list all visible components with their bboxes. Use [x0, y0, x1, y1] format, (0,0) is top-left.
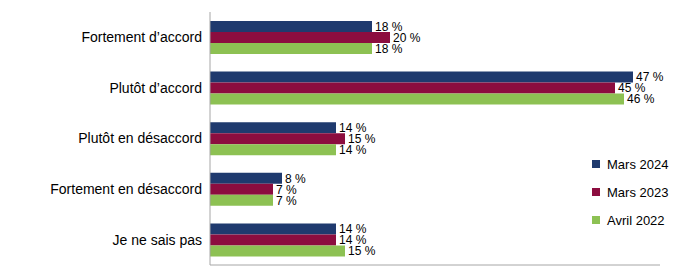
svg-text:14 %: 14 % [339, 222, 367, 237]
svg-text:45 %: 45 % [618, 81, 646, 96]
svg-text:14 %: 14 % [339, 121, 367, 135]
svg-text:15 %: 15 % [348, 132, 376, 146]
svg-text:Je ne sais pas: Je ne sais pas [113, 232, 203, 248]
svg-text:46 %: 46 % [627, 92, 655, 106]
svg-text:Plutôt en désaccord: Plutôt en désaccord [78, 130, 202, 146]
svg-text:20 %: 20 % [393, 30, 421, 45]
svg-text:7 %: 7 % [276, 194, 297, 208]
svg-text:Fortement en désaccord: Fortement en désaccord [50, 181, 202, 197]
svg-text:Fortement d’accord: Fortement d’accord [81, 29, 202, 45]
svg-text:14 %: 14 % [339, 143, 367, 157]
svg-text:Plutôt d’accord: Plutôt d’accord [109, 80, 202, 96]
svg-text:15 %: 15 % [348, 244, 376, 258]
svg-text:47 %: 47 % [636, 70, 664, 85]
html-text:Mars 2024: Mars 2024 [607, 156, 669, 172]
html-text:Avril 2022: Avril 2022 [607, 212, 665, 228]
html-text:Mars 2023: Mars 2023 [607, 184, 669, 200]
svg-text:18 %: 18 % [375, 19, 403, 34]
svg-text:14 %: 14 % [339, 233, 367, 248]
svg-text:7 %: 7 % [276, 182, 297, 197]
svg-text:8 %: 8 % [285, 171, 306, 186]
svg-text:18 %: 18 % [375, 42, 403, 56]
